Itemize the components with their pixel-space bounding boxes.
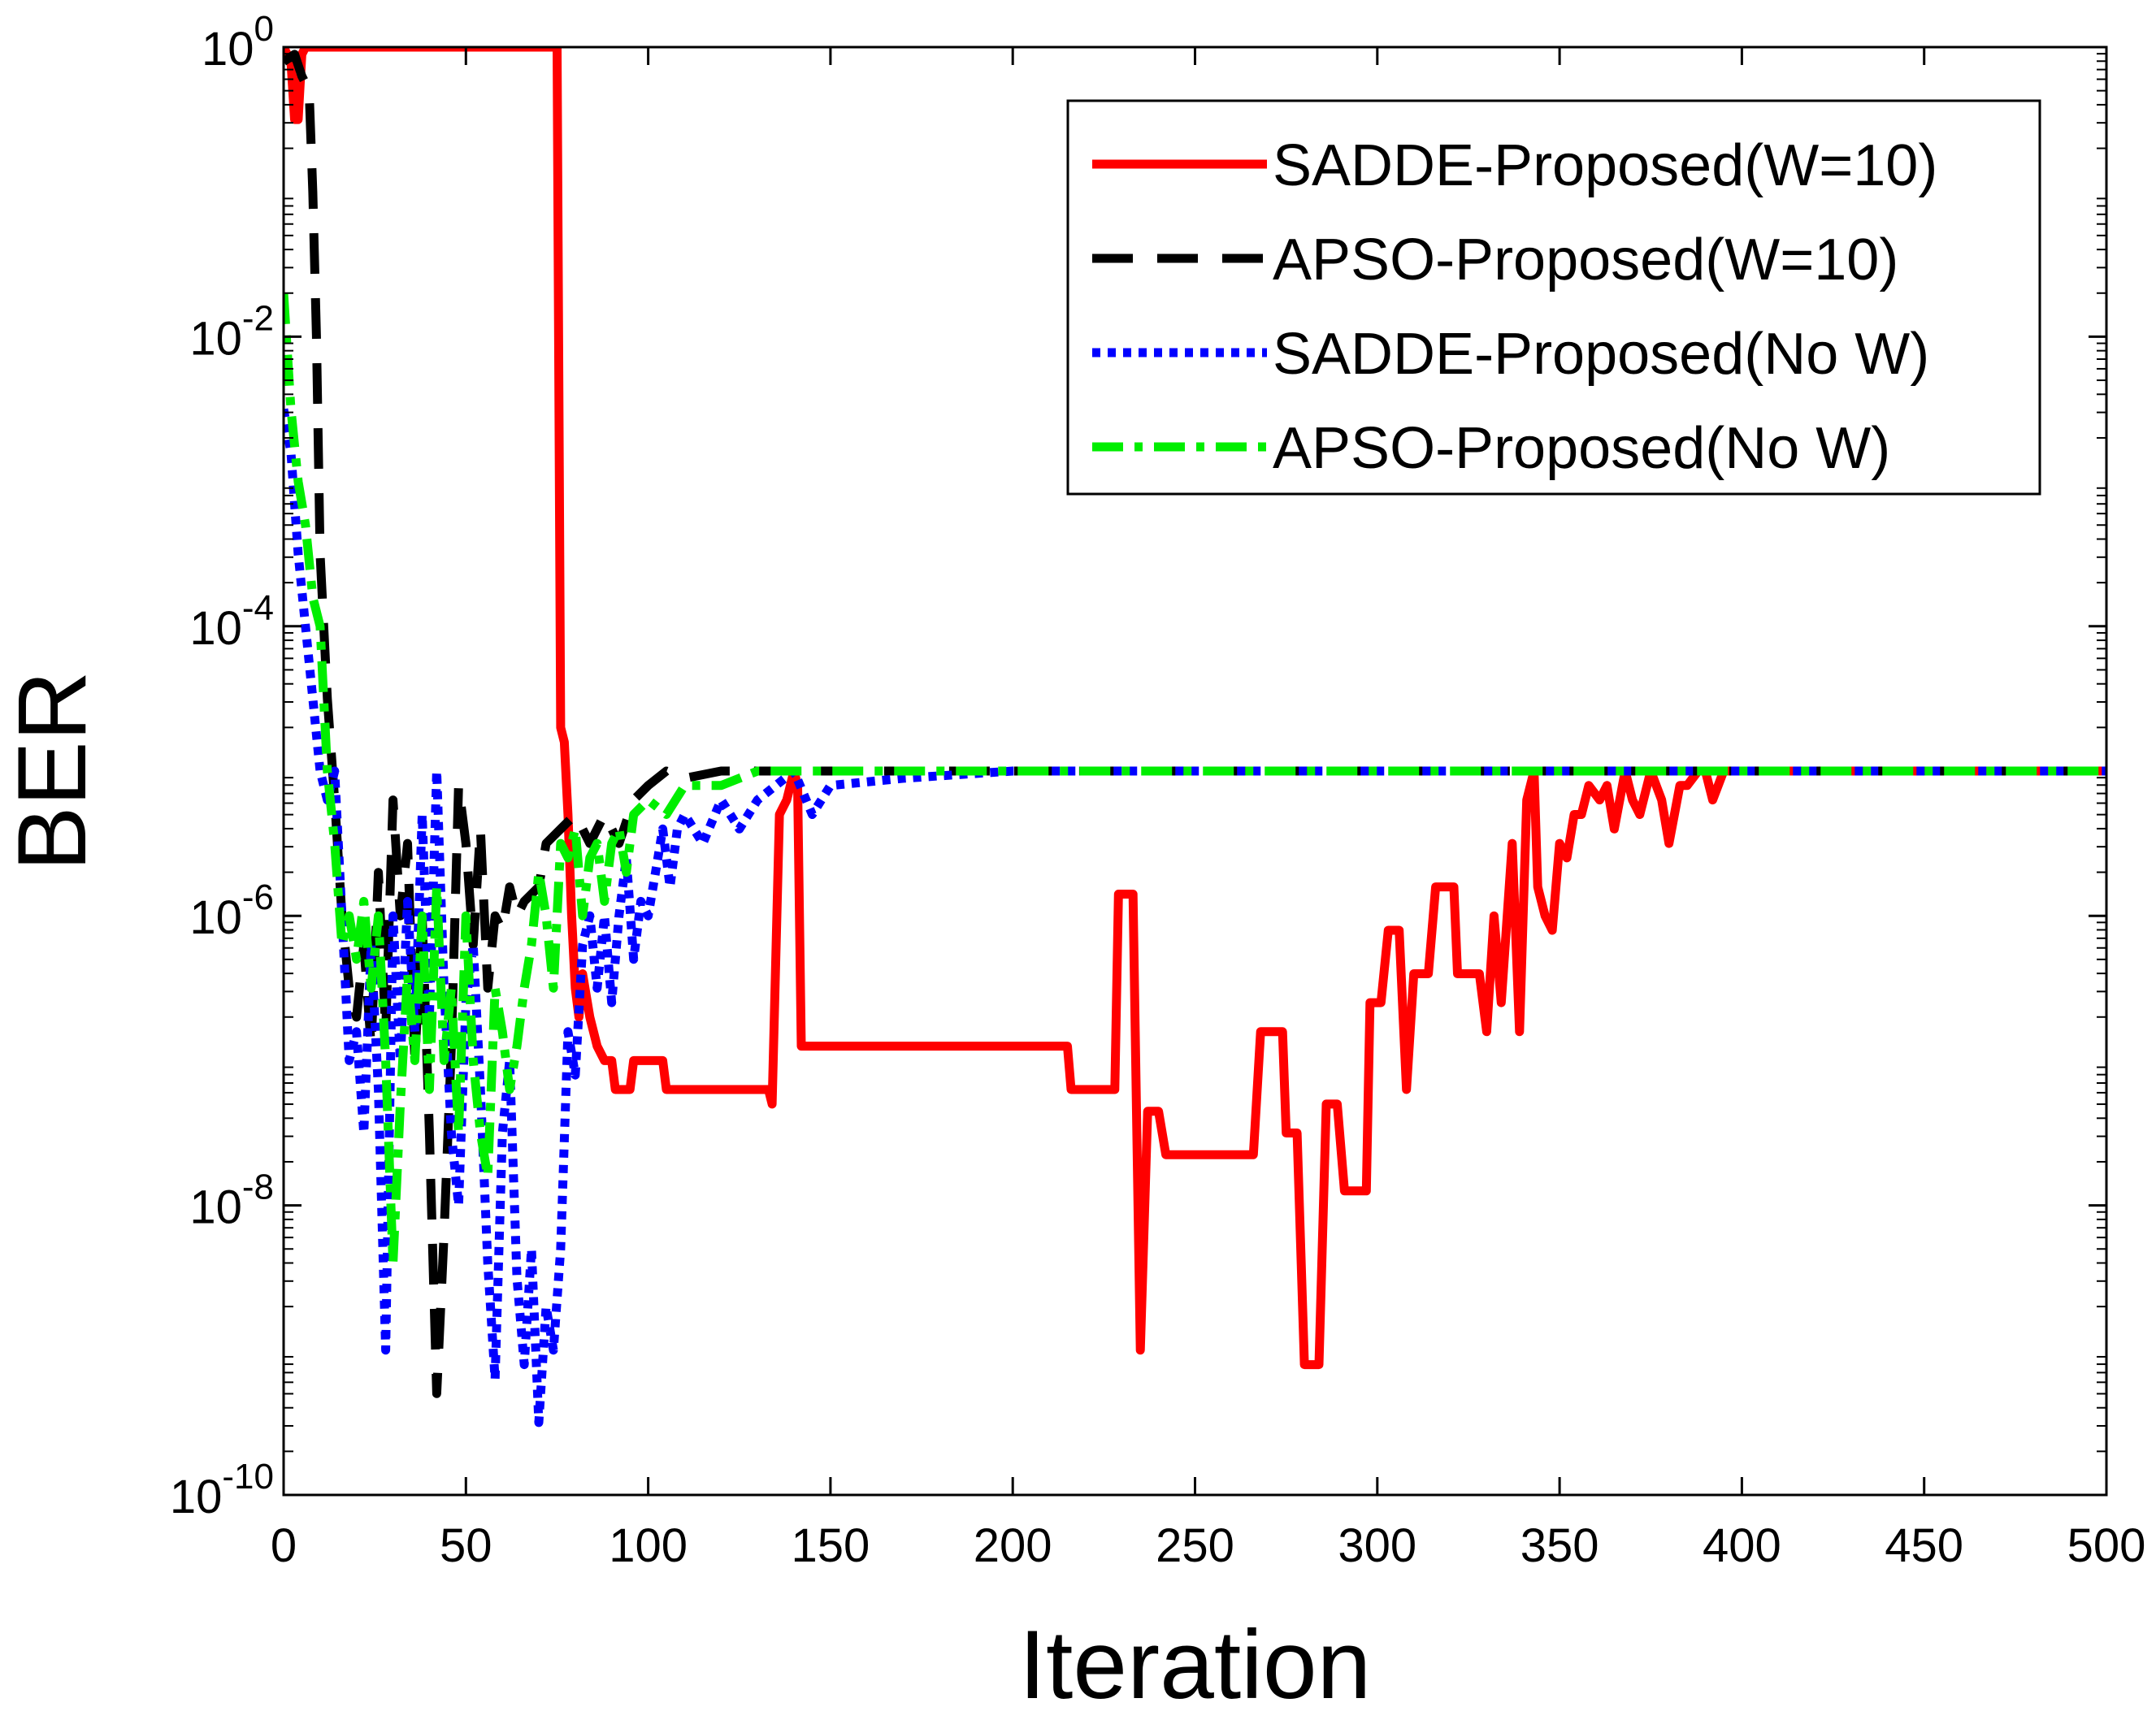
x-tick-label: 100	[609, 1519, 688, 1572]
series-line-1	[284, 47, 2106, 1370]
y-tick-label: 10-10	[170, 1457, 274, 1523]
x-tick-label: 0	[271, 1519, 297, 1572]
y-tick-label: 10-2	[189, 298, 274, 365]
x-axis-title: Iteration	[1019, 1610, 1372, 1716]
legend-label-1: SADDE-Proposed(W=10)	[1273, 133, 1937, 198]
x-tick-label: 50	[440, 1519, 492, 1572]
series-layer	[284, 47, 2106, 1428]
x-tick-label: 400	[1703, 1519, 1781, 1572]
legend-label-4: APSO-Proposed(No W)	[1273, 416, 1890, 481]
y-tick-label: 10-8	[189, 1168, 274, 1234]
y-tick-label: 100	[202, 9, 274, 76]
x-tick-label: 200	[974, 1519, 1052, 1572]
legend-label-2: APSO-Proposed(W=10)	[1273, 227, 1898, 292]
x-tick-label: 300	[1338, 1519, 1416, 1572]
series-line-4	[284, 292, 2106, 1268]
y-tick-label: 10-4	[189, 588, 274, 655]
x-tick-label: 350	[1520, 1519, 1599, 1572]
legend: SADDE-Proposed(W=10) APSO-Proposed(W=10) S…	[1066, 99, 2041, 496]
y-tick-label: 10-6	[189, 877, 274, 944]
x-tick-label: 500	[2067, 1519, 2146, 1572]
x-tick-label: 250	[1156, 1519, 1234, 1572]
x-tick-label: 150	[792, 1519, 870, 1572]
x-tick-label: 450	[1885, 1519, 1963, 1572]
axes-layer: 100 10-2 10-4 10-6 10-8 10-100 50 100 150 200 250 3…	[170, 9, 2146, 1572]
plot-frame	[282, 45, 2108, 1497]
y-axis-title: BER	[0, 671, 106, 872]
legend-label-3: SADDE-Proposed(No W)	[1273, 322, 1929, 387]
